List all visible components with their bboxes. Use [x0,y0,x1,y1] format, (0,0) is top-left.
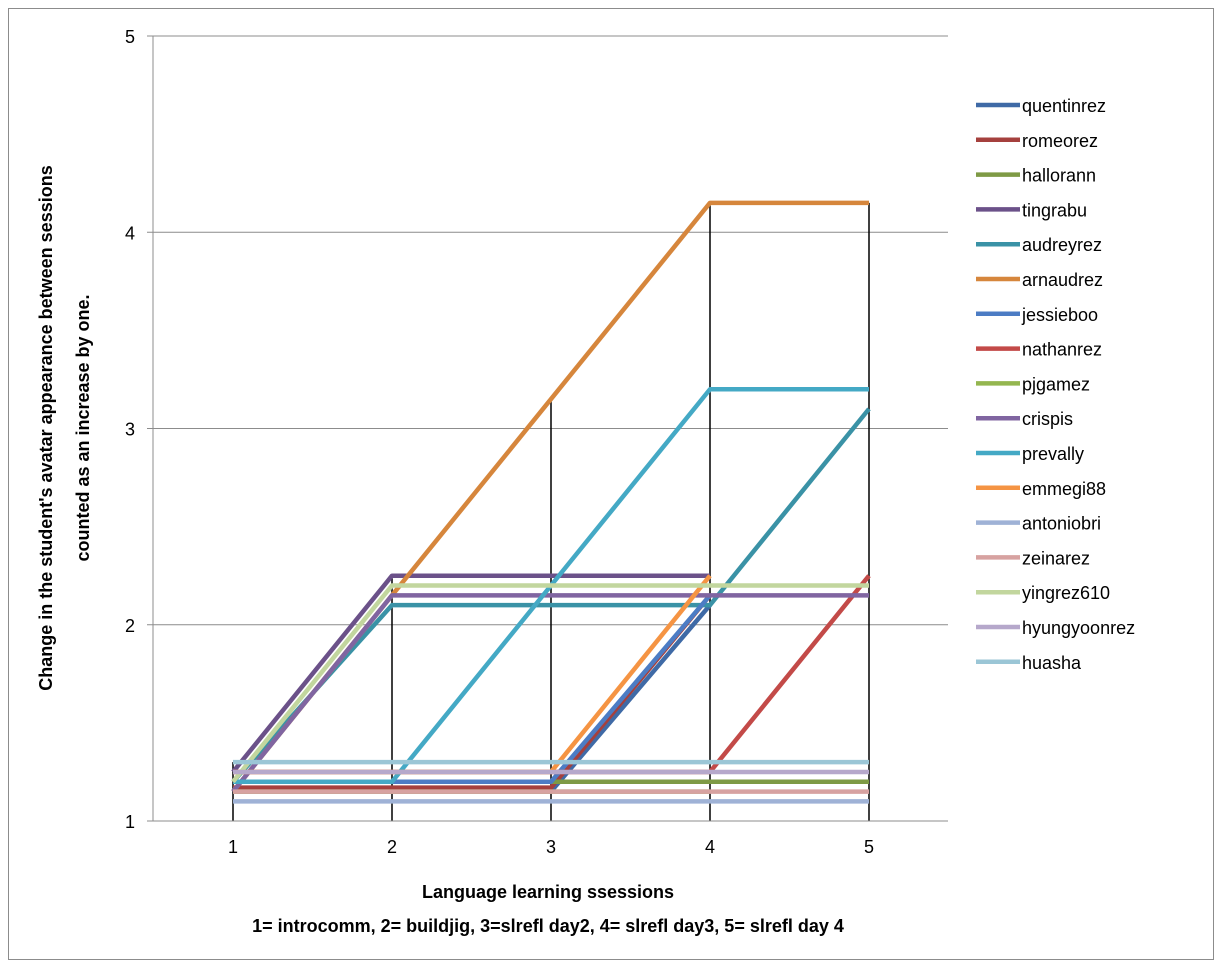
legend-label-yingrez610: yingrez610 [1022,583,1110,603]
legend-label-emmegi88: emmegi88 [1022,479,1106,499]
x-tick-label-5: 5 [864,837,874,857]
series-lines [231,200,871,804]
y-tick-label-2: 2 [125,616,135,636]
y-tick-label-1: 1 [125,812,135,832]
legend-label-nathanrez: nathanrez [1022,340,1102,360]
series-line-yingrez610 [231,583,869,784]
series-line-crispis [231,593,869,793]
legend-label-pjgamez: pjgamez [1022,374,1090,394]
legend-label-huasha: huasha [1022,653,1082,673]
legend-label-romeorez: romeorez [1022,131,1098,151]
legend-label-arnaudrez: arnaudrez [1022,270,1103,290]
y-tick-label-5: 5 [125,27,135,47]
y-axis-title-line1: Change in the student's avatar appearanc… [36,165,56,690]
drop-lines [232,202,870,821]
x-tick-label-1: 1 [228,837,238,857]
chart-frame [8,8,1214,960]
legend-label-quentinrez: quentinrez [1022,96,1106,116]
legend-label-antoniobri: antoniobri [1022,514,1101,534]
x-tick-label-4: 4 [705,837,715,857]
legend-label-tingrabu: tingrabu [1022,200,1087,220]
series-line-tingrabu [231,573,710,774]
legend: quentinrez romeorez hallorann tingrabu audre… [976,96,1135,673]
y-tick-label-4: 4 [125,223,135,243]
axes [147,35,948,822]
x-tick-label-3: 3 [546,837,556,857]
legend-label-hyungyoonrez: hyungyoonrez [1022,618,1135,638]
x-axis-title: Language learning ssessions [422,882,674,902]
x-axis-subtitle: 1= introcomm, 2= buildjig, 3=slrefl day2… [252,916,844,936]
legend-label-zeinarez: zeinarez [1022,548,1090,568]
x-tick-label-2: 2 [387,837,397,857]
legend-label-crispis: crispis [1022,409,1073,429]
y-tick-label-3: 3 [125,420,135,440]
legend-label-audreyrez: audreyrez [1022,235,1102,255]
y-axis-title-line2: counted as an increase by one. [73,294,93,561]
legend-label-hallorann: hallorann [1022,166,1096,186]
legend-label-prevally: prevally [1022,444,1084,464]
tick-labels: 1 2 3 4 5 1 2 3 4 5 [125,27,874,857]
legend-label-jessieboo: jessieboo [1021,305,1098,325]
